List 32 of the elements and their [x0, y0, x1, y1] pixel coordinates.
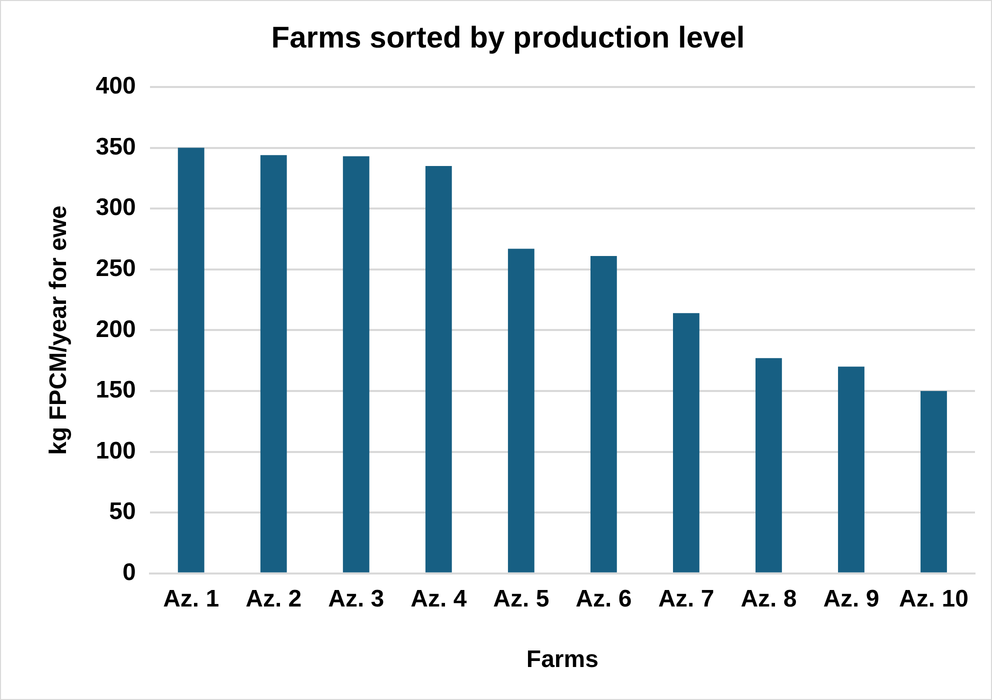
bar [838, 366, 864, 572]
y-tick-label: 350 [96, 133, 136, 160]
chart-title: Farms sorted by production level [271, 21, 745, 54]
x-tick-label: Az. 4 [410, 585, 468, 612]
y-tick-label: 150 [96, 376, 136, 404]
bar [425, 166, 452, 572]
bar [672, 313, 700, 572]
bar [590, 256, 617, 572]
bar [920, 391, 947, 572]
y-tick-label: 200 [96, 316, 136, 343]
bar [756, 358, 782, 572]
y-tick-label: 400 [96, 72, 136, 100]
y-tick-label: 300 [96, 194, 136, 222]
y-tick-label: 50 [109, 498, 136, 526]
bar [178, 148, 204, 572]
y-axis-title: kg FPCM/year for ewe [45, 205, 72, 455]
x-axis-title: Farms [526, 646, 598, 674]
x-tick-label: Az. 5 [493, 585, 550, 612]
x-tick-label: Az. 1 [163, 585, 220, 612]
bar [260, 155, 287, 572]
x-tick-label: Az. 6 [576, 585, 632, 612]
bar [342, 156, 370, 572]
x-tick-label: Az. 3 [328, 585, 384, 612]
bar [508, 248, 534, 572]
x-tick-label: Az. 7 [658, 585, 714, 612]
y-tick-label: 0 [122, 559, 136, 586]
x-tick-label: Az. 9 [823, 585, 880, 612]
x-tick-label: Az. 2 [246, 585, 302, 612]
x-tick-label: Az. 10 [899, 585, 968, 612]
y-tick-label: 250 [96, 255, 136, 282]
y-tick-label: 100 [96, 437, 136, 464]
x-tick-label: Az. 8 [740, 585, 797, 612]
